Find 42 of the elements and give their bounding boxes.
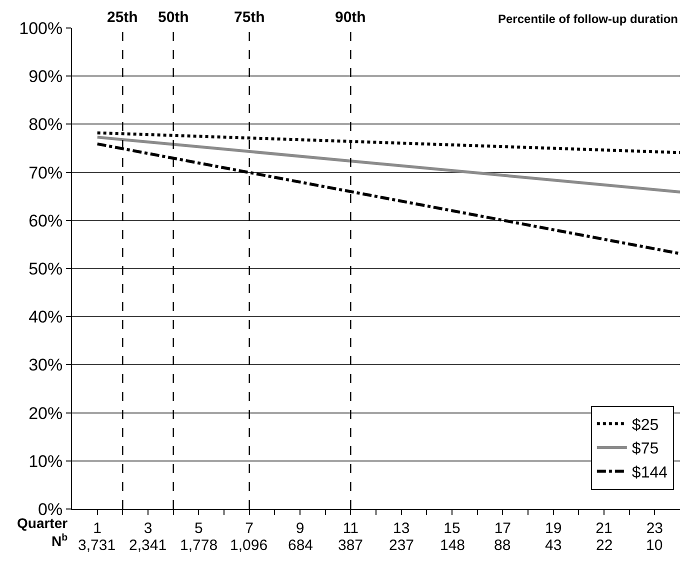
x-tick-label: 5 (194, 520, 203, 537)
text: 10 (646, 537, 663, 554)
legend-label: $75 (632, 440, 659, 458)
x-tick-label: 21 (596, 520, 612, 537)
text: 684 (288, 537, 314, 554)
x-tick-label: 15 (444, 520, 460, 537)
text: 237 (389, 537, 414, 554)
y-tick-label: 20% (28, 404, 63, 423)
legend-label: $25 (632, 416, 659, 434)
text: Percentile of follow-up duration (498, 12, 678, 26)
text: 1,096 (230, 537, 268, 554)
x-tick-label: 3 (144, 520, 152, 537)
ref-line-label: 25th (107, 9, 138, 26)
text: 2,341 (129, 537, 167, 554)
ref-line-label: 75th (234, 9, 265, 26)
y-tick-label: 100% (19, 18, 63, 38)
y-tick-label: 70% (28, 163, 63, 182)
legend-label: $144 (632, 464, 668, 482)
text: 22 (596, 537, 613, 554)
x-tick-label: 11 (342, 520, 358, 537)
x-tick-label: 13 (392, 520, 410, 537)
x-tick-label: 17 (494, 520, 512, 537)
ref-line-label: 50th (158, 9, 189, 26)
x-tick-label: 23 (646, 520, 664, 537)
text: 1,778 (180, 537, 218, 554)
text: 148 (440, 537, 466, 554)
y-tick-label: 30% (28, 356, 63, 375)
text: 88 (494, 537, 511, 554)
y-tick-label: 80% (28, 115, 63, 134)
y-tick-label: 40% (28, 308, 63, 327)
x-tick-label: 1 (93, 520, 102, 537)
ref-line-label: 90th (335, 9, 366, 26)
y-tick-label: 10% (28, 452, 63, 471)
y-tick-label: 50% (28, 259, 63, 278)
x-tick-label: 7 (245, 520, 254, 537)
x-tick-label: 9 (296, 520, 304, 537)
text: 43 (545, 537, 562, 554)
text: 3,731 (78, 537, 116, 554)
text: 387 (338, 537, 364, 554)
x-tick-label: 19 (544, 520, 562, 537)
y-tick-label: 60% (28, 211, 63, 230)
y-tick-label: 90% (28, 67, 63, 86)
